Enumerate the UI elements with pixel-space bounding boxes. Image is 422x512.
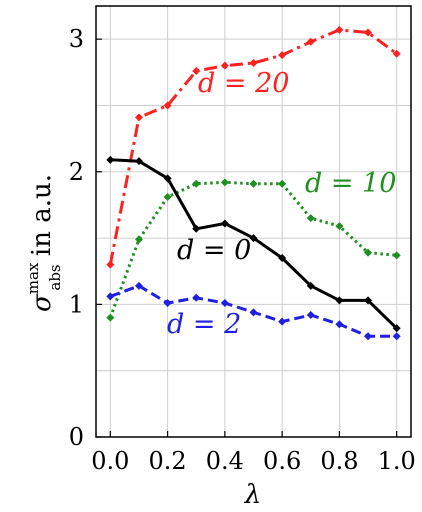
data-point xyxy=(335,25,344,34)
x-axis-title: λ xyxy=(244,480,261,510)
data-point xyxy=(163,174,172,183)
data-point xyxy=(364,28,373,37)
y-axis-title: σmax abs in a.u. xyxy=(24,174,64,312)
series-label: d = 20 xyxy=(198,68,289,99)
series-d-0 xyxy=(106,155,401,333)
x-tick-label: 1.0 xyxy=(378,447,416,475)
plot-frame xyxy=(95,5,412,438)
y-axis-title-sub: abs xyxy=(46,264,64,290)
ticks: 0.0 0.2 0.4 0.6 0.8 1.0 0 1 2 3 xyxy=(69,25,416,475)
data-point xyxy=(306,281,315,290)
series-labels: d = 0 d = 2 d = 10 d = 20 xyxy=(167,68,396,340)
x-tick-label: 0.6 xyxy=(263,447,301,475)
data-point xyxy=(163,101,172,110)
data-point xyxy=(278,253,287,262)
x-tick-label: 0.2 xyxy=(149,447,187,475)
series-line xyxy=(108,180,397,319)
data-point xyxy=(106,260,115,269)
y-tick-label: 0 xyxy=(69,423,84,451)
data-point xyxy=(106,292,115,301)
series-d-20 xyxy=(106,25,401,269)
data-point xyxy=(249,308,258,317)
data-point xyxy=(163,192,172,201)
data-point xyxy=(392,332,401,341)
data-point xyxy=(249,59,258,68)
x-tick-label: 0.4 xyxy=(206,447,244,475)
data-point xyxy=(392,324,401,333)
y-axis-title-sigma: σ xyxy=(27,293,57,312)
data-point xyxy=(306,37,315,46)
grid xyxy=(96,6,411,437)
data-point xyxy=(306,310,315,319)
data-point xyxy=(249,234,258,243)
data-point xyxy=(134,157,143,166)
x-tick-label: 0.0 xyxy=(91,447,129,475)
data-point xyxy=(192,66,201,75)
data-point xyxy=(306,214,315,223)
data-point xyxy=(192,293,201,302)
data-point xyxy=(392,49,401,58)
series-d-2 xyxy=(106,281,401,341)
data-point xyxy=(220,299,229,308)
data-point xyxy=(163,299,172,308)
data-point xyxy=(192,224,201,233)
y-tick-label: 1 xyxy=(69,290,84,318)
y-axis-title-sup: max xyxy=(24,262,42,294)
data-point xyxy=(134,113,143,122)
data-point xyxy=(134,281,143,290)
data-point xyxy=(364,332,373,341)
series-d-10 xyxy=(106,178,401,322)
data-point xyxy=(278,179,287,188)
data-point xyxy=(278,51,287,60)
data-point xyxy=(364,296,373,305)
data-point xyxy=(278,317,287,326)
data-point xyxy=(106,313,115,322)
y-tick-label: 3 xyxy=(69,25,84,53)
data-point xyxy=(220,219,229,228)
series xyxy=(106,25,401,341)
data-point xyxy=(335,222,344,231)
series-label: d = 0 xyxy=(177,235,251,266)
x-tick-label: 0.8 xyxy=(320,447,358,475)
data-point xyxy=(335,320,344,329)
y-axis-title-rest: in a.u. xyxy=(27,174,57,264)
data-point xyxy=(192,179,201,188)
series-label: d = 10 xyxy=(305,168,396,199)
data-point xyxy=(335,296,344,305)
data-point xyxy=(392,251,401,260)
series-label: d = 2 xyxy=(167,309,241,340)
data-point xyxy=(106,155,115,164)
data-point xyxy=(220,61,229,70)
data-point xyxy=(220,178,229,187)
data-point xyxy=(364,248,373,257)
y-tick-label: 2 xyxy=(69,158,84,186)
data-point xyxy=(249,179,258,188)
data-point xyxy=(134,235,143,244)
